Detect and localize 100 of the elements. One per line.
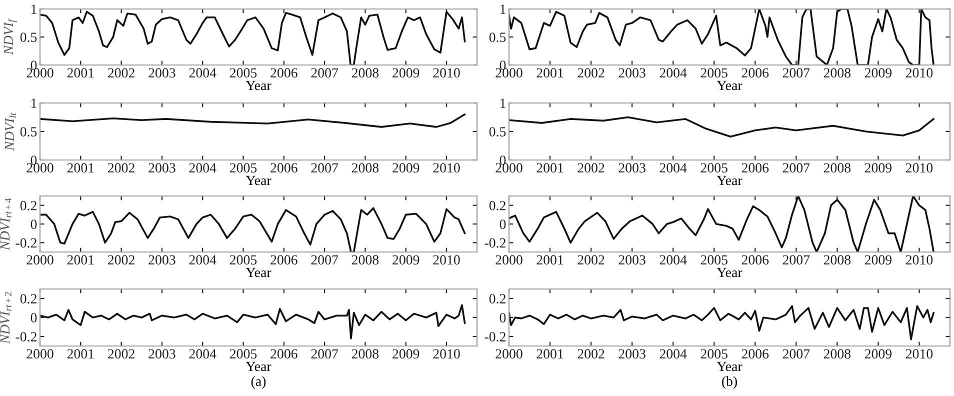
y-tick-label: 0.2 — [20, 294, 36, 304]
y-tick-label: 0 — [500, 220, 506, 229]
x-tick-label: 2010 — [433, 349, 460, 359]
x-tick-label: 2001 — [536, 349, 564, 359]
x-tick-label: 2007 — [311, 255, 338, 265]
y-tick-label: 1 — [32, 4, 36, 14]
y-tick-label: -0.2 — [484, 238, 506, 248]
x-tick-label: 2005 — [700, 349, 728, 359]
x-axis-title: Year — [716, 80, 742, 90]
x-tick-label: 2002 — [108, 163, 134, 173]
x-tick-label: 2006 — [270, 349, 298, 359]
x-axis-title: Year — [716, 362, 742, 372]
y-tick-label: 0 — [500, 60, 506, 70]
y-tick-label: 0.5 — [20, 32, 37, 42]
x-tick-label: 2005 — [230, 349, 257, 359]
x-tick-label: 2007 — [311, 68, 338, 78]
x-tick-label: 2000 — [26, 255, 54, 265]
y-tick-label: 0 — [30, 220, 37, 229]
x-tick-label: 2002 — [578, 255, 604, 265]
x-tick-label: 2005 — [700, 163, 728, 173]
x-tick-label: 2004 — [660, 68, 687, 78]
x-tick-label: 2005 — [700, 68, 728, 78]
y-axis-title: NDVI$_{f}$ — [4, 18, 17, 55]
y-axis-title: NDVI$_{rt+2}$ — [0, 292, 12, 344]
x-tick-label: 2006 — [742, 163, 769, 173]
x-tick-label: 2009 — [864, 68, 892, 78]
y-tick-label: 0 — [500, 313, 506, 322]
x-axis-title: Year — [246, 362, 272, 372]
x-tick-label: 2010 — [433, 255, 460, 265]
x-tick-label: 2008 — [352, 68, 379, 78]
x-axis-title: Year — [246, 176, 272, 186]
x-tick-label: 2001 — [536, 163, 564, 173]
x-tick-label: 2000 — [496, 163, 522, 173]
y-tick-label: 0 — [30, 60, 37, 70]
x-tick-label: 2008 — [352, 349, 379, 359]
y-tick-label: 0 — [30, 313, 37, 322]
x-tick-label: 2001 — [536, 255, 564, 265]
y-tick-label: 0.2 — [489, 294, 506, 304]
y-tick-label: 1 — [500, 98, 506, 108]
x-tick-label: 2007 — [782, 255, 810, 265]
y-tick-label: 0.5 — [20, 127, 37, 137]
x-tick-label: 2000 — [496, 68, 522, 78]
line-series — [509, 116, 934, 138]
x-tick-label: 2002 — [108, 68, 134, 78]
x-tick-label: 2004 — [189, 68, 216, 78]
x-tick-label: 2010 — [906, 255, 933, 265]
x-tick-label: 2000 — [26, 349, 54, 359]
x-tick-label: 2004 — [189, 255, 216, 265]
y-tick-label: 0.2 — [489, 200, 506, 210]
x-tick-label: 2008 — [824, 68, 851, 78]
x-tick-label: 2008 — [824, 163, 851, 173]
x-tick-label: 2008 — [352, 255, 379, 265]
x-tick-label: 2000 — [26, 68, 54, 78]
x-tick-label: 2010 — [906, 349, 933, 359]
x-tick-label: 2004 — [660, 349, 687, 359]
text: (b) — [722, 376, 737, 389]
x-tick-label: 2007 — [311, 349, 338, 359]
x-axis-title: Year — [716, 176, 742, 186]
x-tick-label: 2009 — [392, 255, 420, 265]
line-series — [40, 304, 466, 340]
x-tick-label: 2006 — [742, 68, 769, 78]
x-tick-label: 2010 — [433, 163, 460, 173]
x-tick-label: 2004 — [660, 255, 687, 265]
x-tick-label: 2009 — [864, 349, 892, 359]
x-tick-label: 2003 — [148, 349, 176, 359]
line-series — [509, 9, 934, 65]
x-tick-label: 2009 — [864, 163, 892, 173]
x-tick-label: 2009 — [864, 255, 892, 265]
x-tick-label: 2006 — [270, 255, 298, 265]
x-axis-title: Year — [716, 268, 742, 278]
y-tick-label: 0.5 — [489, 127, 506, 137]
y-tick-label: -0.2 — [484, 332, 506, 342]
y-tick-label: 1 — [32, 98, 36, 108]
x-tick-label: 2003 — [618, 68, 646, 78]
x-tick-label: 2007 — [782, 68, 810, 78]
x-tick-label: 2005 — [700, 255, 728, 265]
x-tick-label: 2006 — [742, 349, 769, 359]
y-tick-label: 1 — [500, 4, 506, 14]
line-series — [40, 10, 466, 65]
x-tick-label: 2008 — [352, 163, 379, 173]
x-tick-label: 2001 — [536, 68, 564, 78]
x-tick-label: 2002 — [108, 349, 134, 359]
x-tick-label: 2004 — [660, 163, 687, 173]
x-tick-label: 2008 — [824, 255, 851, 265]
x-tick-label: 2004 — [189, 349, 216, 359]
text: (a) — [251, 376, 266, 389]
x-tick-label: 2001 — [67, 349, 94, 359]
x-tick-label: 2001 — [67, 68, 94, 78]
x-tick-label: 2007 — [311, 163, 338, 173]
x-tick-label: 2003 — [148, 163, 176, 173]
x-tick-label: 2002 — [578, 349, 604, 359]
x-tick-label: 2001 — [67, 163, 94, 173]
x-axis-title: Year — [246, 268, 272, 278]
x-tick-label: 2002 — [108, 255, 134, 265]
y-tick-label: 0.5 — [489, 32, 506, 42]
x-tick-label: 2003 — [148, 255, 176, 265]
x-tick-label: 2007 — [782, 163, 810, 173]
x-tick-label: 2003 — [618, 255, 646, 265]
x-tick-label: 2008 — [824, 349, 851, 359]
y-axis-title: NDVI$_{lt}$ — [4, 112, 16, 151]
